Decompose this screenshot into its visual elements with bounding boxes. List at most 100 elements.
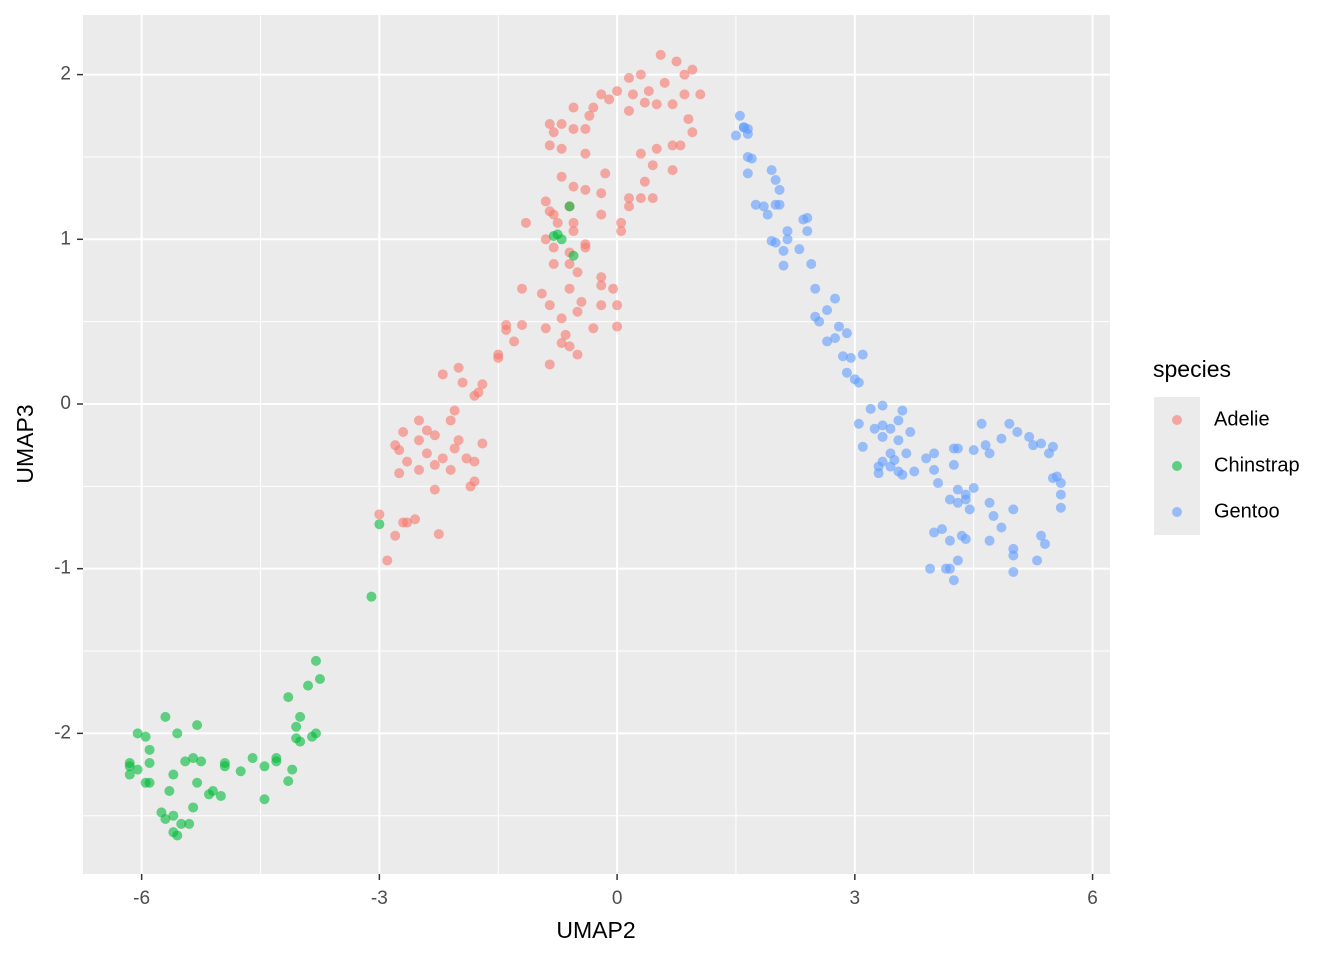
point bbox=[564, 259, 575, 270]
point bbox=[612, 321, 623, 332]
point bbox=[600, 168, 611, 179]
point bbox=[176, 818, 187, 829]
point bbox=[596, 300, 607, 311]
point bbox=[548, 259, 559, 270]
point bbox=[1004, 418, 1015, 429]
point bbox=[580, 148, 591, 159]
point bbox=[556, 338, 567, 349]
point bbox=[556, 119, 567, 130]
point bbox=[540, 234, 551, 245]
point bbox=[445, 415, 456, 426]
point bbox=[291, 721, 302, 732]
point bbox=[877, 431, 888, 442]
point bbox=[548, 127, 559, 138]
point bbox=[639, 176, 650, 187]
point bbox=[580, 184, 591, 195]
point bbox=[160, 711, 171, 722]
point bbox=[639, 97, 650, 108]
point bbox=[520, 217, 531, 228]
point bbox=[667, 165, 678, 176]
point bbox=[766, 165, 777, 176]
point bbox=[774, 199, 785, 210]
point bbox=[453, 362, 464, 373]
x-tick-label: 3 bbox=[850, 888, 861, 909]
point bbox=[283, 692, 294, 703]
point bbox=[1028, 440, 1039, 451]
point bbox=[627, 89, 638, 100]
point bbox=[901, 448, 912, 459]
point bbox=[413, 464, 424, 475]
point bbox=[774, 184, 785, 195]
point bbox=[616, 217, 627, 228]
point bbox=[445, 464, 456, 475]
point bbox=[413, 435, 424, 446]
y-tick-label: 0 bbox=[60, 393, 71, 414]
point bbox=[374, 519, 385, 530]
point bbox=[465, 481, 476, 492]
point bbox=[215, 790, 226, 801]
point bbox=[921, 453, 932, 464]
point bbox=[893, 415, 904, 426]
point bbox=[172, 830, 183, 841]
point bbox=[477, 438, 488, 449]
point bbox=[909, 466, 920, 477]
point bbox=[944, 563, 955, 574]
point bbox=[398, 426, 409, 437]
point bbox=[394, 468, 405, 479]
point bbox=[469, 456, 480, 467]
point bbox=[132, 764, 143, 775]
point bbox=[865, 403, 876, 414]
point bbox=[544, 359, 555, 370]
point bbox=[742, 168, 753, 179]
legend-title: species bbox=[1153, 356, 1231, 382]
point bbox=[1008, 504, 1019, 515]
point bbox=[695, 89, 706, 100]
point bbox=[608, 283, 619, 294]
point bbox=[984, 497, 995, 508]
point bbox=[556, 171, 567, 182]
point bbox=[841, 328, 852, 339]
point bbox=[623, 72, 634, 83]
point bbox=[810, 283, 821, 294]
y-tick-label: 2 bbox=[60, 64, 71, 85]
point bbox=[635, 148, 646, 159]
point bbox=[937, 524, 948, 535]
point bbox=[184, 818, 195, 829]
point bbox=[830, 293, 841, 304]
point bbox=[738, 122, 749, 133]
point bbox=[802, 226, 813, 237]
point bbox=[952, 443, 963, 454]
point bbox=[734, 110, 745, 121]
point bbox=[996, 433, 1007, 444]
point bbox=[449, 443, 460, 454]
point bbox=[929, 527, 940, 538]
point bbox=[461, 453, 472, 464]
point bbox=[857, 441, 868, 452]
point bbox=[544, 119, 555, 130]
point bbox=[885, 461, 896, 472]
point bbox=[192, 777, 203, 788]
point bbox=[540, 196, 551, 207]
point bbox=[837, 351, 848, 362]
point bbox=[830, 333, 841, 344]
point bbox=[568, 226, 579, 237]
point bbox=[429, 484, 440, 495]
point bbox=[366, 591, 377, 602]
point bbox=[980, 440, 991, 451]
point bbox=[540, 323, 551, 334]
point bbox=[762, 209, 773, 220]
point bbox=[770, 237, 781, 248]
point bbox=[952, 497, 963, 508]
point bbox=[410, 514, 421, 525]
point bbox=[960, 494, 971, 505]
point bbox=[180, 756, 191, 767]
point bbox=[822, 305, 833, 316]
point bbox=[144, 744, 155, 755]
point bbox=[124, 761, 135, 772]
x-tick-label: 0 bbox=[612, 888, 623, 909]
legend-key bbox=[1172, 507, 1182, 517]
point bbox=[667, 99, 678, 110]
point bbox=[1055, 502, 1066, 513]
point bbox=[948, 459, 959, 470]
